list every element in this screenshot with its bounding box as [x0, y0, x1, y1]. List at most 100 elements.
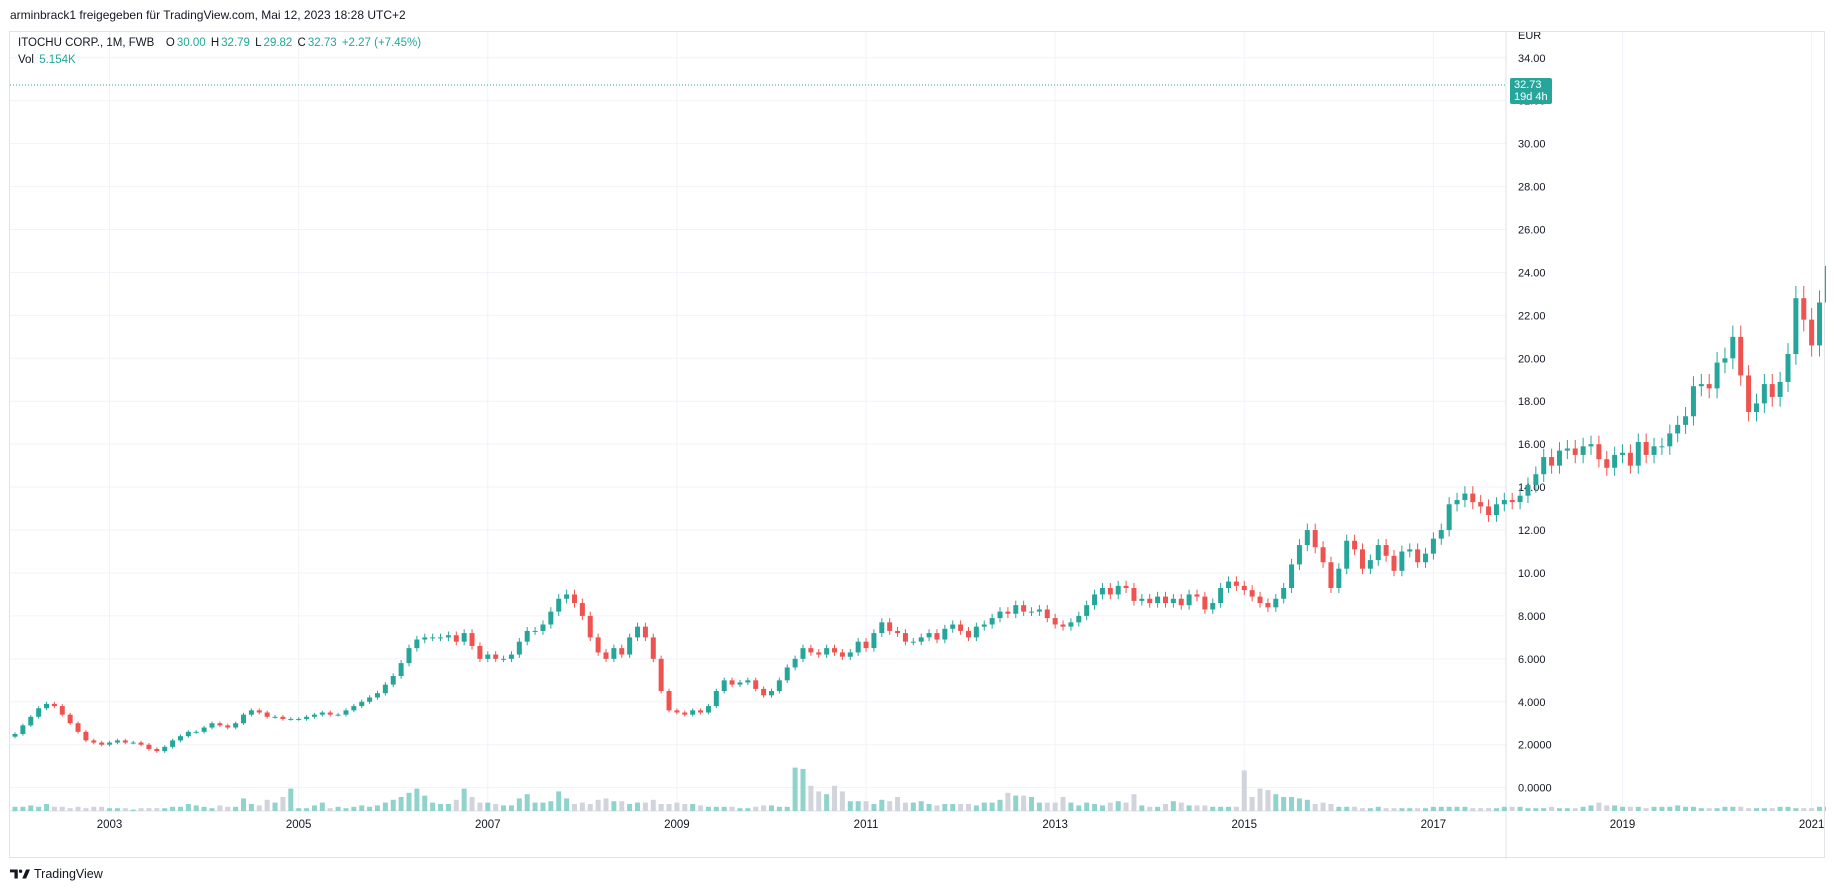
- candle-body[interactable]: [1777, 381, 1783, 397]
- candle-body[interactable]: [508, 654, 514, 659]
- candle-body[interactable]: [1801, 298, 1807, 320]
- candle-body[interactable]: [1115, 585, 1121, 595]
- candle-body[interactable]: [1588, 444, 1594, 447]
- candle-body[interactable]: [453, 635, 459, 642]
- candle-body[interactable]: [1730, 336, 1736, 359]
- candle-body[interactable]: [1052, 618, 1058, 625]
- candle-body[interactable]: [83, 731, 89, 741]
- candle-body[interactable]: [1076, 615, 1082, 623]
- candle-body[interactable]: [99, 742, 105, 745]
- candle-body[interactable]: [1486, 506, 1492, 516]
- candle-body[interactable]: [1281, 588, 1287, 599]
- candle-body[interactable]: [556, 598, 562, 612]
- candle-body[interactable]: [879, 622, 885, 634]
- candle-body[interactable]: [1359, 549, 1365, 569]
- candle-body[interactable]: [1746, 375, 1752, 412]
- candle-body[interactable]: [406, 648, 412, 664]
- candle-body[interactable]: [792, 658, 798, 668]
- candle-body[interactable]: [658, 658, 664, 692]
- candle-body[interactable]: [36, 708, 42, 717]
- candle-body[interactable]: [1336, 568, 1342, 589]
- candle-body[interactable]: [1683, 416, 1689, 425]
- candle-body[interactable]: [1131, 588, 1137, 601]
- candle-body[interactable]: [816, 652, 822, 655]
- candle-body[interactable]: [1722, 358, 1728, 363]
- candle-body[interactable]: [1162, 596, 1168, 604]
- candle-body[interactable]: [611, 648, 617, 659]
- candle-body[interactable]: [248, 710, 254, 715]
- candle-body[interactable]: [674, 710, 680, 713]
- candle-body[interactable]: [335, 714, 341, 716]
- candle-body[interactable]: [642, 626, 648, 638]
- candle-body[interactable]: [382, 684, 388, 694]
- candle-body[interactable]: [768, 691, 774, 696]
- candle-body[interactable]: [12, 733, 18, 737]
- candle-body[interactable]: [776, 680, 782, 692]
- candle-body[interactable]: [343, 710, 349, 715]
- candle-body[interactable]: [1596, 444, 1602, 460]
- candle-body[interactable]: [1084, 605, 1090, 616]
- candle-body[interactable]: [761, 688, 767, 696]
- candle-body[interactable]: [1194, 594, 1200, 597]
- candle-body[interactable]: [67, 714, 73, 724]
- candle-body[interactable]: [650, 637, 656, 659]
- candle-body[interactable]: [319, 712, 325, 715]
- candle-body[interactable]: [1438, 530, 1444, 539]
- candle-body[interactable]: [1155, 596, 1161, 604]
- candle-body[interactable]: [445, 635, 451, 638]
- candle-body[interactable]: [1289, 564, 1295, 589]
- candle-body[interactable]: [997, 611, 1003, 619]
- candle-body[interactable]: [138, 742, 144, 745]
- candle-body[interactable]: [1375, 545, 1381, 561]
- candle-body[interactable]: [1698, 384, 1704, 387]
- candle-body[interactable]: [374, 693, 380, 698]
- candle-body[interactable]: [1107, 588, 1113, 595]
- candle-body[interactable]: [501, 658, 507, 660]
- candle-body[interactable]: [1186, 594, 1192, 606]
- candle-body[interactable]: [1509, 499, 1515, 503]
- candle-body[interactable]: [1352, 540, 1358, 550]
- candle-body[interactable]: [264, 712, 270, 717]
- candle-body[interactable]: [1643, 442, 1649, 455]
- candle-body[interactable]: [1714, 362, 1720, 389]
- candle-body[interactable]: [1761, 384, 1767, 404]
- candle-body[interactable]: [1620, 452, 1626, 455]
- candle-body[interactable]: [154, 749, 160, 752]
- candle-body[interactable]: [989, 618, 995, 625]
- candle-body[interactable]: [1659, 446, 1665, 448]
- candle-body[interactable]: [926, 633, 932, 638]
- candle-body[interactable]: [1060, 624, 1066, 627]
- candle-body[interactable]: [1824, 265, 1826, 303]
- candle-body[interactable]: [564, 594, 570, 599]
- candle-body[interactable]: [1218, 588, 1224, 604]
- candle-body[interactable]: [871, 633, 877, 649]
- candle-body[interactable]: [288, 718, 294, 720]
- candle-body[interactable]: [1021, 605, 1027, 612]
- candle-body[interactable]: [390, 676, 396, 685]
- candle-body[interactable]: [1635, 442, 1641, 466]
- candle-body[interactable]: [1296, 545, 1302, 565]
- candle-body[interactable]: [469, 633, 475, 646]
- candle-body[interactable]: [627, 637, 633, 655]
- candle-body[interactable]: [1320, 547, 1326, 563]
- candle-body[interactable]: [359, 701, 365, 707]
- candle-body[interactable]: [1572, 448, 1578, 455]
- candle-body[interactable]: [981, 624, 987, 627]
- candle-body[interactable]: [225, 725, 231, 728]
- candle-body[interactable]: [1478, 502, 1484, 507]
- candle-body[interactable]: [233, 723, 239, 728]
- candle-body[interactable]: [1005, 611, 1011, 614]
- candle-body[interactable]: [895, 630, 901, 634]
- candle-body[interactable]: [682, 712, 688, 715]
- candle-body[interactable]: [398, 663, 404, 677]
- candle-body[interactable]: [438, 637, 444, 639]
- candle-body[interactable]: [130, 742, 136, 744]
- candle-body[interactable]: [587, 615, 593, 638]
- candle-body[interactable]: [1013, 605, 1019, 614]
- candle-body[interactable]: [1612, 454, 1618, 468]
- chart-frame[interactable]: 34.0032.0030.0028.0026.0024.0022.0020.00…: [9, 31, 1826, 859]
- candle-body[interactable]: [20, 725, 26, 734]
- candle-body[interactable]: [1690, 386, 1696, 417]
- candle-body[interactable]: [91, 740, 97, 743]
- candle-body[interactable]: [75, 723, 81, 732]
